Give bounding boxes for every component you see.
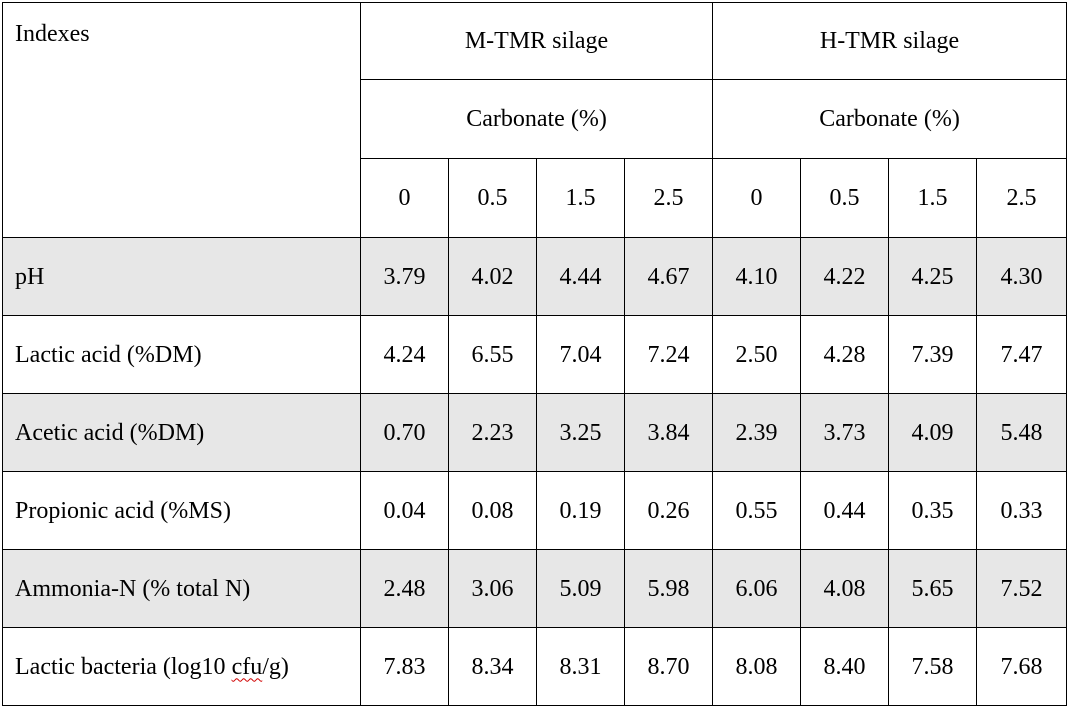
table-cell: 4.02 — [448, 237, 537, 316]
table-cell: 5.09 — [536, 549, 625, 628]
data-table: Indexes M-TMR silage H-TMR silage Carbon… — [2, 2, 1068, 706]
table-row: Lactic acid (%DM) 4.24 6.55 7.04 7.24 2.… — [2, 315, 1068, 394]
table-cell: 3.73 — [800, 393, 890, 472]
table-cell: 3.06 — [448, 549, 537, 628]
level-header: 2.5 — [623, 158, 714, 238]
row-label: Lactic bacteria (log10 cfu/g) — [2, 627, 361, 706]
table-cell: 0.35 — [888, 471, 978, 550]
table-cell: 0.70 — [360, 393, 449, 472]
group-header-m-tmr: M-TMR silage — [359, 2, 714, 80]
table-cell: 4.25 — [888, 237, 978, 316]
table-cell: 4.30 — [976, 237, 1068, 316]
table-row: Lactic bacteria (log10 cfu/g) 7.83 8.34 … — [2, 627, 1068, 706]
table-cell: 2.39 — [712, 393, 802, 472]
table-row: Acetic acid (%DM) 0.70 2.23 3.25 3.84 2.… — [2, 393, 1068, 472]
table-cell: 4.24 — [360, 315, 449, 394]
row-label: Ammonia-N (% total N) — [2, 549, 361, 628]
table-cell: 4.28 — [800, 315, 890, 394]
table-cell: 7.83 — [360, 627, 449, 706]
table-cell: 7.58 — [888, 627, 978, 706]
table-cell: 5.65 — [888, 549, 978, 628]
table-cell: 6.06 — [712, 549, 802, 628]
table-row: pH 3.79 4.02 4.44 4.67 4.10 4.22 4.25 4.… — [2, 237, 1068, 316]
table-cell: 7.52 — [976, 549, 1068, 628]
table-cell: 4.09 — [888, 393, 978, 472]
spellcheck-marked-word: cfu — [231, 653, 263, 680]
table-cell: 4.67 — [623, 237, 714, 316]
table-cell: 8.70 — [623, 627, 714, 706]
table-row: Propionic acid (%MS) 0.04 0.08 0.19 0.26… — [2, 471, 1068, 550]
table-cell: 0.33 — [976, 471, 1068, 550]
table-cell: 2.23 — [448, 393, 537, 472]
level-header: 0 — [360, 158, 449, 238]
table-cell: 0.44 — [800, 471, 890, 550]
level-header: 1.5 — [536, 158, 625, 238]
row-label: pH — [2, 237, 361, 316]
row-label: Propionic acid (%MS) — [2, 471, 361, 550]
row-label: Lactic acid (%DM) — [2, 315, 361, 394]
row-label: Acetic acid (%DM) — [2, 393, 361, 472]
table-cell: 2.50 — [712, 315, 802, 394]
table-cell: 7.24 — [623, 315, 714, 394]
table-cell: 5.48 — [976, 393, 1068, 472]
table-cell: 7.47 — [976, 315, 1068, 394]
table-cell: 3.25 — [536, 393, 625, 472]
table-cell: 0.55 — [712, 471, 802, 550]
row-label-suffix: /g) — [262, 653, 289, 680]
row-label-prefix: Lactic bacteria (log10 — [15, 653, 232, 680]
table-cell: 0.04 — [360, 471, 449, 550]
table-cell: 0.19 — [536, 471, 625, 550]
table-cell: 3.79 — [360, 237, 449, 316]
table-cell: 8.40 — [800, 627, 890, 706]
table-cell: 8.31 — [536, 627, 625, 706]
table-cell: 0.26 — [623, 471, 714, 550]
carbonate-header-m: Carbonate (%) — [359, 79, 714, 159]
table-cell: 4.44 — [536, 237, 625, 316]
table-cell: 5.98 — [623, 549, 714, 628]
table-cell: 3.84 — [623, 393, 714, 472]
table-cell: 2.48 — [360, 549, 449, 628]
table-cell: 0.08 — [448, 471, 537, 550]
table-row: Ammonia-N (% total N) 2.48 3.06 5.09 5.9… — [2, 549, 1068, 628]
indexes-header: Indexes — [2, 2, 361, 238]
carbonate-header-h: Carbonate (%) — [712, 79, 1068, 159]
table-cell: 4.22 — [800, 237, 890, 316]
level-header: 0.5 — [448, 158, 537, 238]
table-cell: 8.34 — [448, 627, 537, 706]
table-cell: 8.08 — [712, 627, 802, 706]
table-cell: 4.10 — [712, 237, 802, 316]
table-cell: 7.39 — [888, 315, 978, 394]
level-header: 0.5 — [800, 158, 890, 238]
level-header: 0 — [712, 158, 802, 238]
table-cell: 7.04 — [536, 315, 625, 394]
table-cell: 7.68 — [976, 627, 1068, 706]
group-header-h-tmr: H-TMR silage — [712, 2, 1068, 80]
level-header: 1.5 — [888, 158, 978, 238]
level-header: 2.5 — [976, 158, 1068, 238]
table-cell: 6.55 — [448, 315, 537, 394]
table-cell: 4.08 — [800, 549, 890, 628]
